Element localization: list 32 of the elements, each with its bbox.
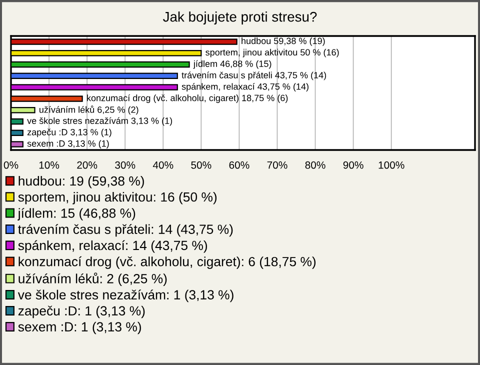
data-label: jídlem 46,88 % (15) (193, 60, 272, 69)
x-tick-label: 20% (77, 161, 98, 169)
legend-label: zapeču :D: 1 (3,13 %) (18, 306, 145, 318)
x-tick-label: 80% (305, 161, 326, 169)
legend-label: konzumací drog (vč. alkoholu, cigaret): 6 (18,75 %) (18, 256, 316, 269)
data-label: ve škole stres nezažívám 3,13 % (1) (27, 117, 172, 126)
data-label: trávením času s přáteli 43,75 % (14) (182, 72, 326, 80)
x-tick-label: 10% (39, 161, 60, 169)
data-label: spánkem, relaxací 43,75 % (14) (182, 83, 308, 92)
legend-label: trávením času s přáteli: 14 (43,75 %) (18, 224, 233, 237)
legend-label: sexem :D: 1 (3,13 %) (18, 322, 141, 334)
data-label: zapeču :D 3,13 % (1) (27, 128, 112, 138)
x-tick-label: 0% (4, 161, 18, 169)
x-tick-label: 70% (267, 161, 288, 169)
data-label: hudbou 59,38 % (19) (242, 37, 325, 46)
x-tick-label: 40% (152, 161, 174, 169)
data-label: sexem :D 3,13 % (1) (27, 140, 109, 149)
x-tick-label: 50% (191, 161, 212, 169)
legend-label: hudbou: 19 (59,38 %) (18, 176, 144, 188)
legend-label: sportem, jinou aktivitou: 16 (50 %) (18, 192, 217, 204)
x-tick-label: 100% (378, 161, 404, 169)
legend-label: ve škole stres nezažívám: 1 (3,13 %) (18, 290, 234, 302)
data-label: užíváním léků 6,25 % (2) (40, 106, 138, 115)
x-tick-label: 90% (343, 161, 364, 169)
x-tick-label: 30% (115, 161, 136, 169)
x-tick-label: 60% (229, 161, 250, 169)
chart-title: Jak bojujete proti stresu? (163, 12, 317, 24)
data-label: sportem, jinou aktivitou 50 % (16) (206, 48, 339, 58)
legend-label: užíváním léků: 2 (6,25 %) (18, 272, 167, 286)
legend-label: jídlem: 15 (46,88 %) (18, 208, 136, 220)
legend-label: spánkem, relaxací: 14 (43,75 %) (18, 240, 208, 253)
data-label: konzumací drog (vč. alkoholu, cigaret) 18,75 % (6) (87, 94, 288, 103)
